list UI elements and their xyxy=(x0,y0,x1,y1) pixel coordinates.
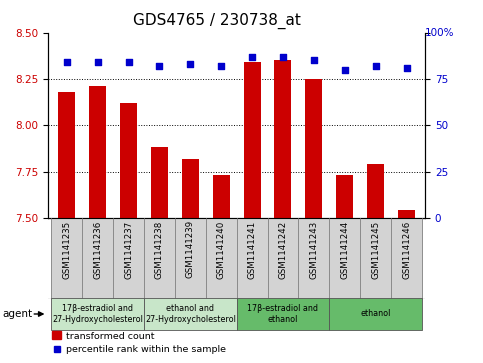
Bar xyxy=(51,218,82,299)
Bar xyxy=(144,298,237,330)
Text: GDS4765 / 230738_at: GDS4765 / 230738_at xyxy=(133,13,301,29)
Bar xyxy=(398,211,415,218)
Bar xyxy=(151,147,168,218)
Bar xyxy=(82,218,113,299)
Text: agent: agent xyxy=(2,309,32,319)
Text: GSM1141239: GSM1141239 xyxy=(186,220,195,278)
Bar xyxy=(298,218,329,299)
Bar xyxy=(274,61,291,218)
Text: GSM1141236: GSM1141236 xyxy=(93,220,102,278)
Bar xyxy=(329,298,422,330)
Bar xyxy=(144,218,175,299)
Bar xyxy=(182,159,199,218)
Point xyxy=(63,60,71,65)
Text: GSM1141244: GSM1141244 xyxy=(340,220,349,278)
Bar xyxy=(305,79,322,218)
Bar xyxy=(206,218,237,299)
Text: GSM1141246: GSM1141246 xyxy=(402,220,411,278)
Point xyxy=(403,65,411,71)
Bar xyxy=(89,86,106,218)
Point xyxy=(310,57,318,63)
Text: 100%: 100% xyxy=(425,28,455,38)
Point xyxy=(372,63,380,69)
Text: GSM1141238: GSM1141238 xyxy=(155,220,164,278)
Bar xyxy=(391,218,422,299)
Bar xyxy=(213,175,230,218)
Point xyxy=(279,54,287,60)
Point xyxy=(341,67,349,73)
Text: ethanol and
27-Hydroxycholesterol: ethanol and 27-Hydroxycholesterol xyxy=(145,304,236,324)
Bar xyxy=(51,298,144,330)
Text: GSM1141235: GSM1141235 xyxy=(62,220,71,278)
Bar xyxy=(113,218,144,299)
Point xyxy=(217,63,225,69)
Bar xyxy=(237,298,329,330)
Point xyxy=(94,60,101,65)
Point xyxy=(156,63,163,69)
Text: GSM1141243: GSM1141243 xyxy=(310,220,318,278)
Legend: transformed count, percentile rank within the sample: transformed count, percentile rank withi… xyxy=(48,328,230,358)
Text: GSM1141241: GSM1141241 xyxy=(248,220,256,278)
Bar xyxy=(360,218,391,299)
Bar xyxy=(329,218,360,299)
Text: 17β-estradiol and
27-Hydroxycholesterol: 17β-estradiol and 27-Hydroxycholesterol xyxy=(52,304,143,324)
Text: GSM1141242: GSM1141242 xyxy=(279,220,287,278)
Text: GSM1141240: GSM1141240 xyxy=(217,220,226,278)
Bar xyxy=(243,62,261,218)
Point xyxy=(125,60,132,65)
Bar xyxy=(336,175,353,218)
Bar xyxy=(268,218,298,299)
Text: 17β-estradiol and
ethanol: 17β-estradiol and ethanol xyxy=(247,304,318,324)
Point xyxy=(186,61,194,67)
Text: GSM1141237: GSM1141237 xyxy=(124,220,133,278)
Bar xyxy=(367,164,384,218)
Bar xyxy=(120,103,137,218)
Bar xyxy=(58,92,75,218)
Point xyxy=(248,54,256,60)
Text: GSM1141245: GSM1141245 xyxy=(371,220,380,278)
Bar xyxy=(175,218,206,299)
Text: ethanol: ethanol xyxy=(360,310,391,318)
Bar xyxy=(237,218,268,299)
